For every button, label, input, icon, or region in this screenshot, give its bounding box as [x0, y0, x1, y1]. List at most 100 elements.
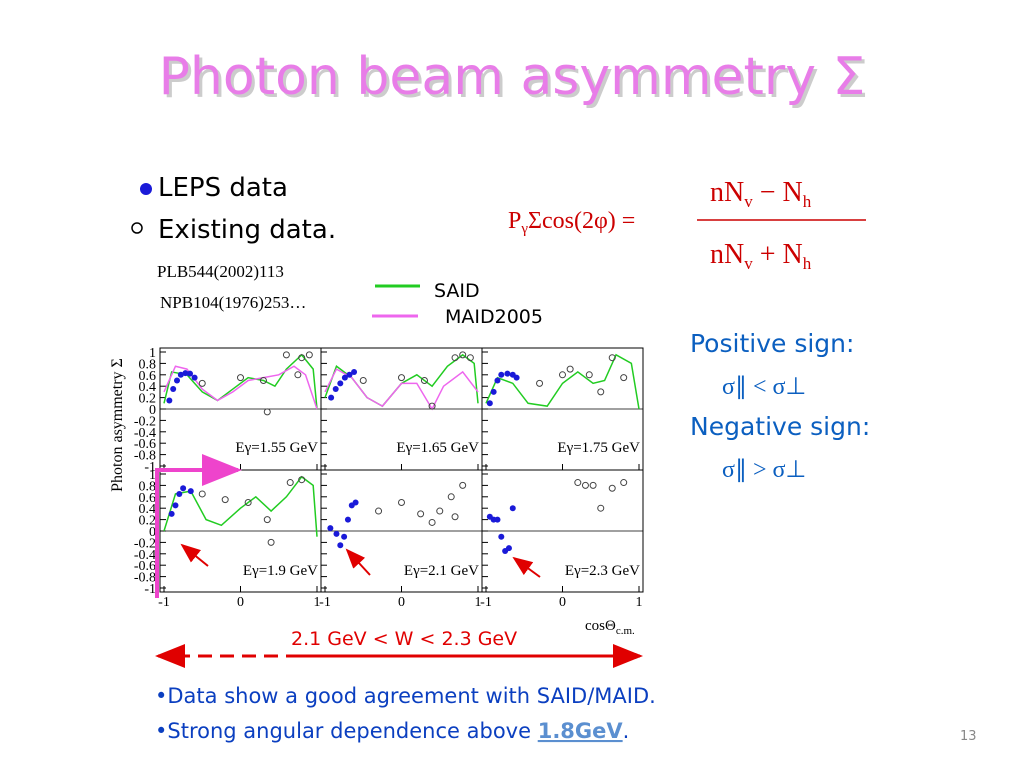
- leps-point: [337, 542, 344, 549]
- panel-label: Eγ=1.65 GeV: [396, 440, 479, 456]
- leps-point: [191, 374, 198, 381]
- existing-point: [420, 377, 428, 384]
- existing-point: [221, 496, 229, 504]
- leps-point: [168, 510, 175, 517]
- existing-point: [451, 354, 459, 362]
- title: Photon beam asymmetry Σ: [159, 47, 866, 107]
- x-tick-label: -1: [158, 595, 170, 610]
- leps-point: [333, 530, 340, 537]
- existing-point: [451, 513, 459, 521]
- formula-lhs: PγΣcos(2φ) =: [508, 208, 635, 237]
- legend-leps: LEPS data: [158, 173, 288, 203]
- y-tick-label: -0.4: [134, 548, 156, 563]
- pointer-arrow: [345, 548, 371, 576]
- title-shadow: Photon beam asymmetry Σ: [162, 50, 869, 110]
- positive-sign: Positive sign:: [690, 329, 854, 358]
- leps-point: [182, 370, 189, 377]
- y-tick-label: -0.6: [134, 437, 156, 452]
- existing-point: [305, 351, 313, 359]
- existing-point: [608, 354, 616, 362]
- leps-point: [509, 505, 516, 512]
- existing-point: [620, 479, 628, 487]
- model-curve: [163, 475, 318, 537]
- leps-point: [341, 533, 348, 540]
- existing-point: [459, 481, 467, 489]
- existing-point: [244, 499, 252, 506]
- existing-marker: [131, 222, 143, 234]
- y-tick-label: 0.4: [139, 380, 157, 395]
- y-tick-label: 0.8: [139, 479, 157, 494]
- leps-point: [327, 525, 334, 532]
- model-curve: [485, 353, 640, 410]
- existing-point: [375, 507, 383, 515]
- leps-marker: [140, 183, 152, 195]
- existing-point: [597, 504, 605, 512]
- existing-point: [447, 493, 455, 501]
- leps-point: [351, 368, 358, 375]
- leps-point: [180, 485, 187, 492]
- panel-label: Eγ=2.3 GeV: [565, 563, 640, 579]
- page-number: 13: [960, 729, 977, 744]
- leps-point: [346, 371, 353, 378]
- existing-point: [574, 479, 582, 487]
- panel-label: Eγ=1.9 GeV: [243, 563, 318, 579]
- y-tick-label: -0.8: [134, 449, 156, 464]
- leps-point: [341, 374, 348, 381]
- y-tick-label: 0.6: [139, 491, 157, 506]
- leps-point: [174, 377, 181, 384]
- existing-point: [298, 354, 306, 362]
- negative-sign: Negative sign:: [690, 412, 870, 441]
- existing-point: [267, 538, 275, 546]
- negative-relation: σ∥ > σ⊥: [722, 457, 806, 483]
- y-tick-label: -0.2: [134, 536, 156, 551]
- y-tick-label: 0.2: [139, 514, 157, 529]
- x-tick-label: 0: [237, 595, 244, 610]
- leps-point: [498, 371, 505, 378]
- existing-point: [428, 402, 436, 410]
- leps-point: [332, 386, 339, 393]
- existing-point: [620, 374, 628, 382]
- existing-point: [466, 354, 474, 362]
- y-tick-label: -0.4: [134, 426, 156, 441]
- legend-maid: MAID2005: [445, 306, 543, 328]
- existing-point: [459, 351, 467, 359]
- y-tick-label: 0: [149, 403, 156, 418]
- x-axis-label: cosΘc.m.: [585, 618, 635, 637]
- leps-point: [352, 499, 359, 506]
- leps-point: [170, 386, 177, 393]
- leps-point: [337, 380, 344, 387]
- existing-point: [282, 351, 290, 359]
- existing-point: [536, 379, 544, 387]
- leps-point: [176, 490, 183, 497]
- existing-point: [198, 379, 206, 387]
- existing-point: [585, 371, 593, 379]
- existing-point: [436, 507, 444, 515]
- formula: PγΣcos(2φ) = nNv − Nh nNv + Nh: [508, 177, 866, 273]
- existing-point: [198, 490, 206, 498]
- y-tick-label: 0.2: [139, 392, 157, 407]
- bullet: •Data show a good agreement with SAID/MA…: [155, 684, 656, 708]
- existing-point: [359, 377, 367, 384]
- x-tick-label: 1: [314, 595, 321, 610]
- existing-point: [581, 481, 589, 489]
- x-axis-label-sub: c.m.: [616, 625, 635, 637]
- existing-point: [417, 510, 425, 518]
- pointer-arrow: [180, 543, 209, 567]
- existing-point: [597, 388, 605, 396]
- y-tick-label: 1: [149, 468, 156, 483]
- reference: PLB544(2002)113: [157, 262, 284, 281]
- existing-point: [566, 365, 574, 373]
- existing-point: [559, 371, 566, 379]
- positive-relation: σ∥ < σ⊥: [722, 374, 806, 400]
- legend-existing: Existing data.: [158, 215, 336, 245]
- leps-point: [494, 377, 501, 384]
- y-tick-label: -1: [144, 460, 156, 475]
- model-curve: [163, 365, 318, 410]
- y-tick-label: -1: [144, 582, 156, 597]
- existing-point: [263, 408, 271, 416]
- pointer-arrow: [512, 556, 541, 578]
- existing-point: [263, 516, 271, 524]
- y-tick-label: 0.6: [139, 369, 157, 384]
